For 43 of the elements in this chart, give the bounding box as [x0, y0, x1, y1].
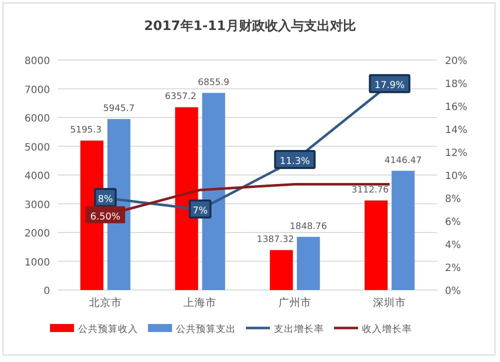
- chart-title: 2017年1-11月财政收入与支出对比: [144, 18, 356, 34]
- y2-tick-label: 0%: [445, 286, 461, 297]
- y2-tick-label: 12%: [445, 148, 468, 159]
- data-label: 6357.2: [164, 92, 196, 102]
- legend-label: 公共预算收入: [78, 323, 138, 335]
- y2-tick-label: 2%: [445, 263, 461, 274]
- legend-label: 收入增长率: [362, 323, 412, 335]
- x-tick-label: 深圳市: [373, 296, 406, 309]
- x-tick-label: 广州市: [278, 296, 312, 309]
- y2-tick-label: 6%: [445, 217, 461, 228]
- data-label: 5945.7: [103, 104, 135, 114]
- y-tick-label: 3000: [24, 200, 50, 211]
- bar: [296, 236, 320, 290]
- y-tick-label: 4000: [24, 171, 50, 182]
- y2-tick-label: 20%: [445, 56, 468, 67]
- data-label: 8%: [98, 194, 113, 205]
- bar: [270, 250, 293, 290]
- y-tick-label: 1000: [24, 257, 50, 268]
- y-tick-label: 5000: [24, 142, 50, 154]
- x-tick-label: 上海市: [184, 296, 217, 309]
- data-label: 1387.32: [256, 235, 294, 246]
- data-label: 6855.9: [198, 78, 230, 88]
- legend-label: 公共预算支出: [176, 323, 236, 335]
- y2-tick-label: 14%: [445, 125, 468, 136]
- y2-tick-label: 10%: [445, 171, 468, 182]
- y-tick-label: 0: [44, 286, 50, 297]
- y-tick-label: 2000: [24, 228, 50, 240]
- y2-tick-label: 18%: [445, 79, 468, 90]
- bar: [392, 170, 415, 290]
- data-label: 5195.3: [70, 126, 102, 136]
- data-label: 1848.76: [290, 222, 328, 232]
- data-label: 7%: [192, 206, 208, 216]
- data-label: 3112.76: [352, 186, 390, 196]
- y-tick-label: 8000: [24, 56, 50, 67]
- y-tick-label: 7000: [24, 84, 50, 96]
- y-tick-label: 6000: [24, 114, 50, 124]
- y2-tick-label: 16%: [445, 102, 468, 113]
- x-tick-label: 北京市: [88, 296, 122, 309]
- y2-tick-label: 8%: [445, 194, 461, 205]
- y2-tick-label: 4%: [445, 240, 461, 251]
- bar: [364, 200, 388, 290]
- data-label: 4146.47: [384, 156, 422, 166]
- legend-label: 支出增长率: [274, 323, 324, 335]
